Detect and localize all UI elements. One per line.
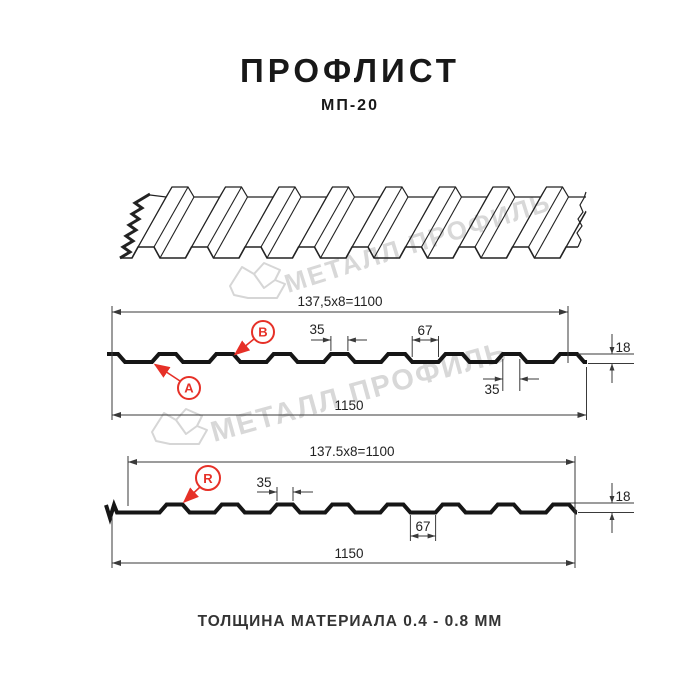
arrowhead xyxy=(609,347,615,354)
product-model: МП-20 xyxy=(321,97,379,114)
sheet3d-line xyxy=(191,186,226,248)
callout-leader xyxy=(182,486,201,504)
arrowhead xyxy=(430,337,439,343)
sheet3d-line xyxy=(512,186,547,248)
arrowhead xyxy=(112,309,121,315)
sheet3d-line xyxy=(244,186,280,248)
sheet3d-line xyxy=(405,186,440,248)
dim-full-width-a: 1150 xyxy=(334,398,363,413)
sheet3d-line xyxy=(534,196,569,259)
sheet3d-line xyxy=(298,186,333,248)
dim-rib-width-r: 35 xyxy=(256,475,271,490)
dimension-lines-r xyxy=(111,456,634,568)
dimension-lines-a xyxy=(111,306,634,420)
sheet3d-line xyxy=(153,186,189,248)
arrowhead xyxy=(566,459,575,465)
sheet3d-line xyxy=(480,196,516,259)
arrowhead xyxy=(347,337,356,343)
sheet3d-line xyxy=(213,196,248,259)
profile-r-outline xyxy=(104,498,578,525)
sheet3d-line xyxy=(137,186,173,248)
sheet3d-line xyxy=(474,186,510,248)
sheet3d-line xyxy=(119,192,151,260)
material-thickness-note: ТОЛЩИНА МАТЕРИАЛА 0.4 - 0.8 ММ xyxy=(197,613,503,630)
callout-circle xyxy=(177,376,201,400)
dim-rib-top-width-a: 35 xyxy=(309,322,324,337)
callout-circle xyxy=(251,320,275,344)
watermark-text: МЕТАЛЛ ПРОФИЛЬ xyxy=(207,336,511,449)
profile-a-outline xyxy=(107,352,587,364)
arrowhead xyxy=(112,560,121,566)
arrowhead xyxy=(609,496,615,503)
profile-section-ab: 137,5x8=1100 35 67 18 35 1150 A B xyxy=(107,294,634,420)
sheet3d-line xyxy=(528,186,563,248)
callout-r: R xyxy=(182,465,221,504)
arrowhead xyxy=(609,363,615,371)
dim-rib-bottom-width-a: 35 xyxy=(484,382,499,397)
arrowhead xyxy=(559,309,568,315)
sheet3d-line xyxy=(421,186,456,248)
dim-height-r: 18 xyxy=(615,489,630,504)
sheet3d-line xyxy=(367,186,403,248)
dim-full-width-r: 1150 xyxy=(334,546,363,561)
arrowhead xyxy=(412,337,421,343)
sheet3d-line xyxy=(351,186,387,248)
arrowhead xyxy=(293,489,301,495)
sheet3d-line xyxy=(207,186,242,248)
callout-letter: R xyxy=(203,471,213,486)
arrowhead xyxy=(128,459,137,465)
callout-a: A xyxy=(153,363,201,400)
sheet3d-line xyxy=(266,196,302,259)
dim-height-a: 18 xyxy=(615,340,630,355)
sheet3d-line xyxy=(320,196,355,259)
callout-letter: B xyxy=(258,325,267,340)
sheet3d-line xyxy=(159,196,195,259)
arrowhead xyxy=(494,376,503,382)
dim-useful-width-a: 137,5x8=1100 xyxy=(298,294,383,309)
arrowhead xyxy=(519,376,528,382)
sheet-3d-view xyxy=(119,186,587,260)
watermark-text: МЕТАЛЛ ПРОФИЛЬ xyxy=(281,187,555,299)
arrowhead xyxy=(322,337,331,343)
page-title: ПРОФЛИСТ xyxy=(240,52,460,89)
sheet3d-line xyxy=(260,186,296,248)
sheet3d-line xyxy=(576,191,587,248)
profile-section-r: 137.5x8=1100 35 67 18 1150 R xyxy=(104,444,634,568)
sheet3d-line xyxy=(314,186,349,248)
metall-profil-logo-icon xyxy=(229,262,286,299)
sheet3d-line xyxy=(458,186,494,248)
arrowhead xyxy=(410,533,419,539)
arrowhead xyxy=(566,560,575,566)
callout-b: B xyxy=(233,320,275,356)
arrowhead xyxy=(112,412,121,418)
callout-leader xyxy=(233,338,255,356)
callout-leader xyxy=(153,363,181,382)
arrowhead xyxy=(427,533,436,539)
callout-letter: A xyxy=(184,381,194,396)
dim-gap-width-r: 67 xyxy=(415,519,430,534)
arrowhead xyxy=(609,513,615,520)
callout-circle xyxy=(195,465,221,491)
dim-gap-width-a: 67 xyxy=(417,323,432,338)
sheet3d-line xyxy=(373,196,409,259)
sheet3d-line xyxy=(427,196,462,259)
arrowhead xyxy=(269,489,277,495)
sheet3d-line xyxy=(565,210,587,248)
dim-useful-width-r: 137.5x8=1100 xyxy=(310,444,395,459)
arrowhead xyxy=(577,412,587,418)
metall-profil-logo-icon xyxy=(151,408,208,445)
